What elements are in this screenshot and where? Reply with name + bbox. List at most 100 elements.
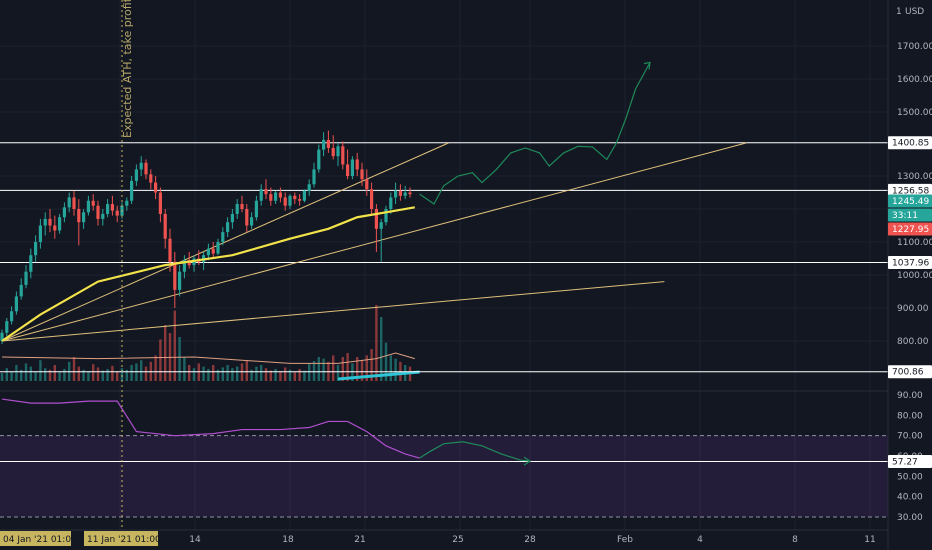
price-level-tag-background — [888, 183, 932, 197]
candle-body — [178, 271, 182, 290]
volume-bar — [288, 369, 292, 381]
indicator-tick-label: 50.00 — [897, 472, 923, 482]
volume-bar — [216, 369, 220, 381]
volume-bar — [20, 369, 23, 381]
projection-arrow-head — [643, 61, 651, 70]
candle-body — [67, 197, 71, 208]
price-tick-label: 1700.00 — [897, 42, 932, 52]
volume-bar — [34, 371, 37, 381]
candle-body — [82, 212, 86, 223]
candle-body — [38, 225, 42, 242]
candle-body — [259, 189, 263, 201]
volume-bar — [212, 365, 215, 381]
candle-body — [350, 159, 354, 176]
price-tick-label: 1000.00 — [897, 271, 932, 281]
volume-bar — [207, 369, 210, 381]
candle-body — [226, 222, 230, 233]
candle-body — [182, 260, 186, 272]
volume-bar — [293, 372, 296, 381]
candle-body — [230, 213, 234, 223]
candle-body — [274, 192, 278, 201]
volume-bar — [380, 317, 383, 381]
candle-body — [130, 180, 134, 201]
candlesticks — [0, 130, 412, 345]
candle-body — [365, 179, 369, 190]
price-levels — [0, 142, 888, 463]
time-axis-label: 11 — [864, 535, 875, 545]
volume-bar — [5, 368, 8, 381]
price-axis[interactable]: 1700.00 1600.00 1500.00 1300.00 1100.00 1000.… — [887, 0, 932, 550]
candle-body — [245, 209, 249, 226]
candle-body — [288, 195, 292, 206]
annotation: Expected ATH, take profits. — [121, 0, 134, 530]
moving-average-line — [1, 206, 415, 342]
candle-body — [144, 162, 148, 175]
time-axis-label: Feb — [617, 535, 633, 545]
volume-trend-marker — [337, 370, 420, 381]
volume-bar — [269, 370, 272, 381]
candle-body — [394, 190, 398, 198]
time-axis-label: 25 — [452, 535, 463, 545]
candle-body — [326, 139, 330, 148]
candle-body — [14, 296, 18, 312]
trend-lines[interactable] — [1, 142, 747, 342]
candle-body — [370, 189, 374, 209]
volume-bar — [130, 365, 133, 381]
time-axis-label: 18 — [282, 535, 294, 545]
volume-bar — [221, 367, 224, 381]
candle-body — [106, 204, 110, 214]
volume-bar — [365, 355, 368, 381]
volume-bar — [164, 325, 167, 381]
volume-bar — [87, 371, 90, 381]
indicator-band — [0, 435, 888, 517]
volume-bar — [317, 357, 320, 381]
volume-bar — [260, 365, 263, 381]
candle-body — [346, 164, 350, 176]
candle-body — [62, 207, 66, 218]
time-axis-label: 14 — [189, 535, 201, 545]
volume-bar — [231, 368, 234, 381]
volume-bar — [144, 366, 148, 381]
indicator-tick-label: 40.00 — [897, 493, 923, 503]
volume-bar — [101, 370, 104, 381]
volume-bar — [96, 367, 100, 381]
candle-body — [307, 184, 311, 191]
candle-body — [293, 195, 297, 200]
volume-bar — [159, 339, 162, 381]
candle-body — [250, 217, 254, 226]
volume-bar — [178, 337, 181, 381]
candle-body — [91, 200, 95, 206]
volume-bar — [279, 371, 282, 381]
price-tick-label: 1100.00 — [897, 238, 932, 248]
price-tick-label: 1500.00 — [897, 108, 932, 118]
volume-bar — [77, 366, 80, 381]
volume-bar — [284, 367, 287, 381]
time-axis-label: 04 Jan '21 01:00 — [3, 535, 77, 545]
indicator-arrow-head — [523, 456, 532, 466]
time-axis-label: 28 — [524, 535, 536, 545]
volume-bar — [336, 365, 340, 381]
candle-body — [10, 311, 14, 322]
candle-body — [336, 146, 340, 157]
candle-body — [398, 190, 402, 196]
price-level-tag: 1400.85 — [892, 139, 929, 149]
volume-bar — [188, 365, 191, 381]
price-axis-clipped-label: 1 — [896, 7, 902, 17]
indicator-level-tag-background — [888, 455, 932, 469]
volume-bar — [0, 373, 4, 381]
candle-body — [48, 218, 52, 226]
volume-bar — [236, 366, 239, 381]
time-axis[interactable]: 04 Jan '21 01:00 11 Jan '21 01:00 14 18 21 25… — [0, 529, 888, 546]
price-tick-label: 900.00 — [897, 304, 929, 314]
candle-body — [149, 174, 153, 183]
candle-body — [0, 332, 4, 341]
current-price-tag: 1227.95 — [892, 225, 929, 235]
volume-bar — [303, 370, 306, 381]
candle-body — [312, 169, 316, 185]
time-axis-label: 11 Jan '21 01:00 — [87, 535, 161, 545]
indicator-line — [1, 398, 420, 459]
candle-body — [58, 217, 62, 231]
volume-bar — [255, 366, 258, 381]
currency-label[interactable]: USD — [905, 7, 924, 17]
